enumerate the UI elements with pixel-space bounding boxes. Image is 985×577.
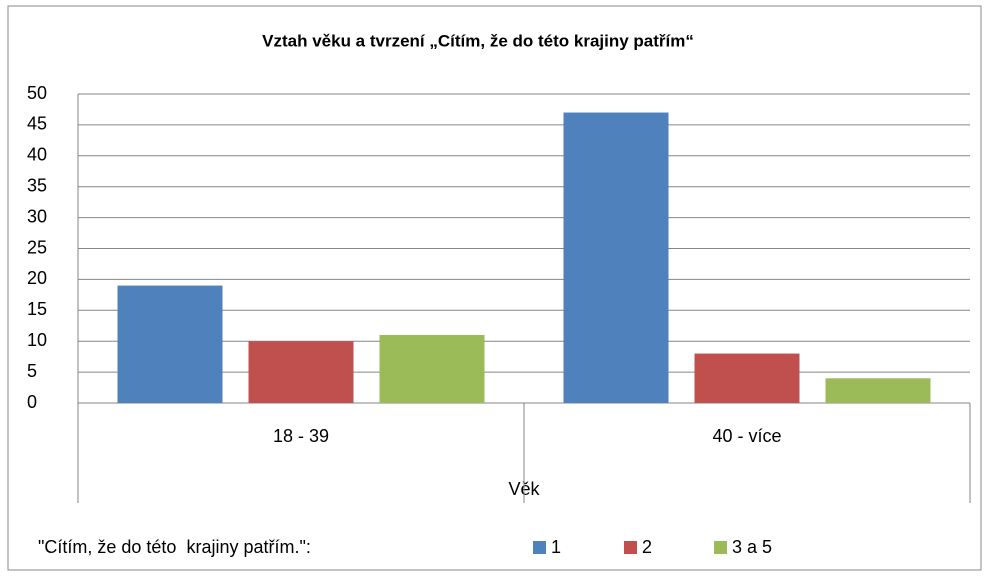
bar bbox=[117, 285, 223, 403]
y-tick-label: 35 bbox=[27, 175, 47, 195]
bar bbox=[248, 341, 354, 403]
legend-swatch bbox=[533, 541, 546, 554]
x-tick-label: 40 - více bbox=[712, 426, 781, 446]
legend-swatch bbox=[714, 541, 727, 554]
y-tick-label: 10 bbox=[27, 330, 47, 350]
y-tick-label: 0 bbox=[27, 392, 37, 412]
bar bbox=[694, 353, 800, 403]
y-tick-label: 45 bbox=[27, 114, 47, 134]
bar bbox=[379, 335, 485, 403]
legend-label: 3 a 5 bbox=[732, 537, 772, 557]
legend-label: 1 bbox=[551, 537, 561, 557]
chart-title: Vztah věku a tvrzení „Cítím, že do této … bbox=[262, 31, 694, 50]
y-tick-label: 20 bbox=[27, 268, 47, 288]
bar bbox=[825, 378, 931, 403]
y-tick-label: 30 bbox=[27, 206, 47, 226]
x-tick-label: 18 - 39 bbox=[273, 426, 329, 446]
legend-swatch bbox=[624, 541, 637, 554]
legend-title: "Cítím, že do této krajiny patřím.": bbox=[38, 537, 311, 557]
y-tick-label: 5 bbox=[27, 361, 37, 381]
legend-label: 2 bbox=[642, 537, 652, 557]
bar bbox=[563, 112, 669, 403]
y-tick-label: 40 bbox=[27, 145, 47, 165]
y-tick-label: 50 bbox=[27, 83, 47, 103]
y-tick-label: 15 bbox=[27, 299, 47, 319]
y-tick-label: 25 bbox=[27, 237, 47, 257]
